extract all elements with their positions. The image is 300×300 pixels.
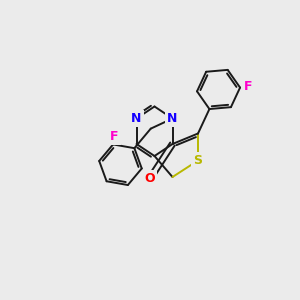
- Text: F: F: [244, 80, 253, 94]
- Text: S: S: [194, 154, 202, 167]
- Text: O: O: [145, 172, 155, 185]
- Text: N: N: [131, 112, 142, 125]
- Text: F: F: [110, 130, 119, 142]
- Text: N: N: [167, 112, 178, 125]
